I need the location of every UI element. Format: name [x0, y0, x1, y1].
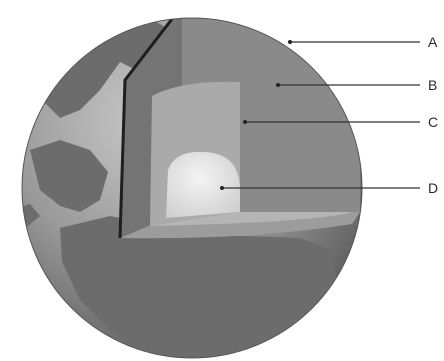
label-a: A: [428, 34, 438, 50]
island-small: [22, 204, 40, 226]
leader-dot-b: [276, 83, 280, 87]
label-d: D: [428, 180, 438, 196]
cutaway-section: [118, 18, 360, 239]
label-c: C: [428, 114, 438, 130]
cut-edge-outline: [118, 18, 184, 239]
continent-europe-west: [30, 140, 108, 212]
leader-lines: [222, 41, 420, 189]
leader-dot-c: [243, 120, 247, 124]
outer-core-front: [150, 212, 352, 226]
leader-dots: [220, 40, 292, 190]
leader-dot-d: [220, 186, 224, 190]
label-b: B: [428, 77, 437, 93]
continent-africa: [60, 216, 340, 358]
leader-dot-a: [288, 40, 292, 44]
inner-core-layer: [166, 151, 240, 218]
